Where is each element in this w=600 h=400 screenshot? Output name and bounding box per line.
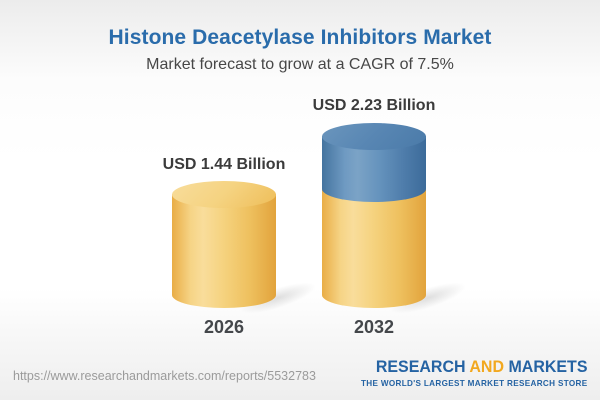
research-and-markets-logo: RESEARCH AND MARKETS THE WORLD'S LARGEST… <box>354 357 587 388</box>
logo-tagline: THE WORLD'S LARGEST MARKET RESEARCH STOR… <box>360 378 587 388</box>
report-url: https://www.researchandmarkets.com/repor… <box>13 369 316 383</box>
bar-2026-top-face <box>172 181 276 208</box>
category-label-2026: 2026 <box>203 317 245 337</box>
value-label-2032: USD 2.23 Billion <box>312 97 436 114</box>
page-title: Histone Deacetylase Inhibitors Market <box>108 26 492 49</box>
value-label-2026: USD 1.44 Billion <box>162 156 286 173</box>
bar-2032-base-segment <box>322 188 426 308</box>
logo-word-markets: MARKETS <box>507 357 587 376</box>
logo-wordmark: RESEARCH AND MARKETS <box>368 357 587 377</box>
logo-word-and: AND <box>468 357 504 376</box>
page-subtitle: Market forecast to grow at a CAGR of 7.5… <box>146 56 454 73</box>
category-label-2032: 2032 <box>353 317 395 337</box>
bar-2026-body <box>172 194 276 308</box>
logo-word-research: RESEARCH <box>375 357 466 376</box>
bar-2032-top-face <box>322 123 426 150</box>
